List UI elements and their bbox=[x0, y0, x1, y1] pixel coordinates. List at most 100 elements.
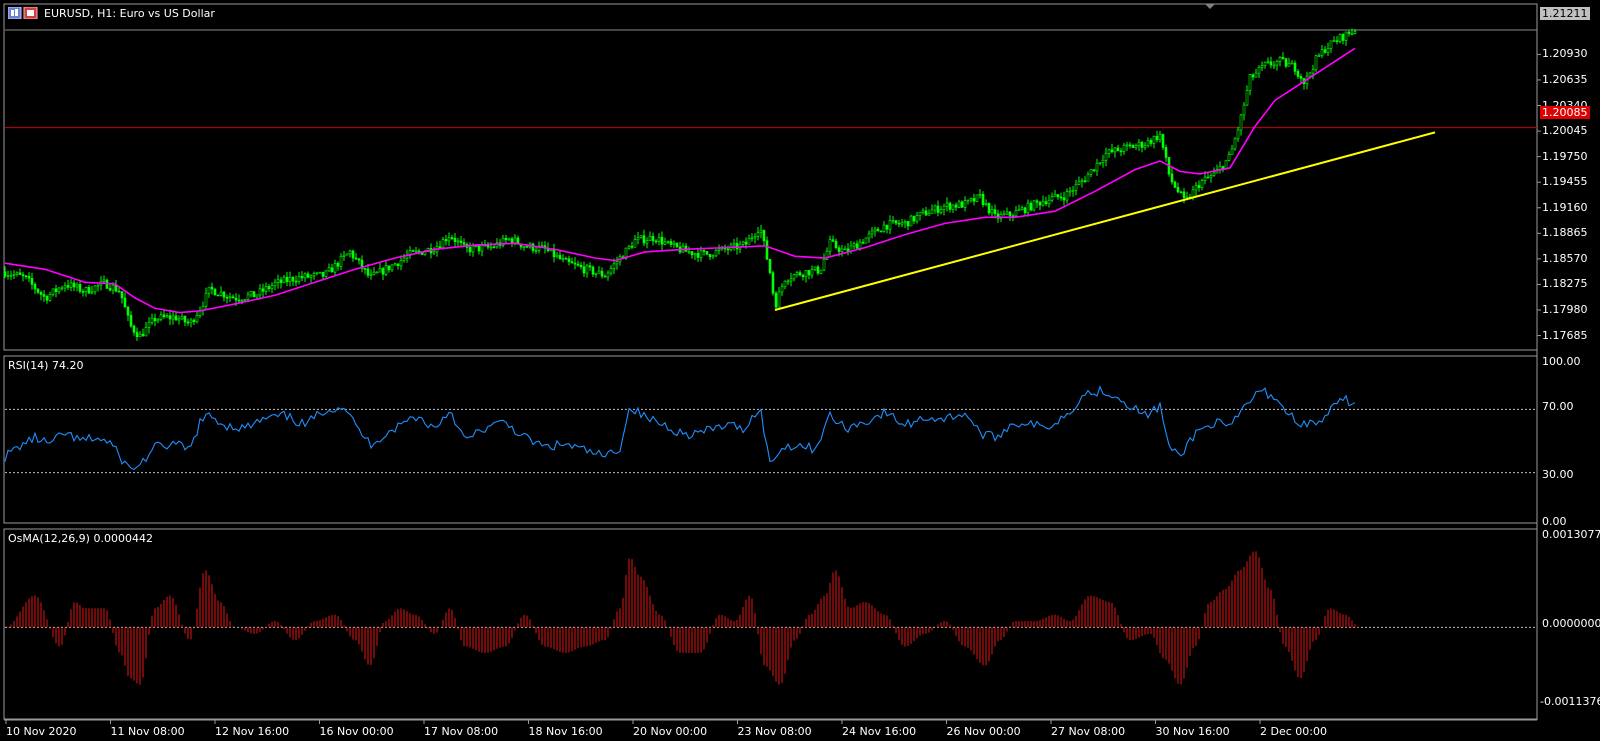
candle-body bbox=[369, 273, 373, 276]
candle-body bbox=[879, 230, 883, 233]
candle-body bbox=[1224, 160, 1228, 170]
candle-body bbox=[1287, 62, 1291, 67]
candle-body bbox=[1047, 199, 1051, 205]
candle-body bbox=[312, 273, 316, 277]
candle-body bbox=[780, 286, 784, 293]
candle-body bbox=[264, 286, 268, 292]
candle-body bbox=[342, 254, 346, 257]
candle-body bbox=[996, 213, 1000, 219]
candle-body bbox=[414, 250, 418, 253]
candle-body bbox=[1257, 67, 1261, 74]
candle-body bbox=[243, 299, 247, 301]
candle-body bbox=[1203, 176, 1207, 181]
candle-body bbox=[273, 282, 277, 287]
candle-body bbox=[873, 228, 877, 232]
candle-body bbox=[9, 274, 13, 277]
candle-body bbox=[747, 237, 751, 245]
hline-price-label: 1.20085 bbox=[1540, 106, 1590, 119]
candle-body bbox=[393, 263, 397, 266]
candle-body bbox=[234, 297, 238, 301]
candle-body bbox=[660, 236, 664, 245]
time-axis-label: 20 Nov 00:00 bbox=[633, 725, 708, 738]
candle-body bbox=[1086, 174, 1090, 182]
candle-body bbox=[774, 292, 778, 308]
candle-body bbox=[951, 204, 955, 210]
candle-body bbox=[906, 221, 910, 227]
time-axis-label: 12 Nov 16:00 bbox=[215, 725, 290, 738]
candle-body bbox=[522, 246, 526, 248]
candle-body bbox=[108, 288, 112, 291]
time-axis-label: 26 Nov 00:00 bbox=[946, 725, 1021, 738]
candle-body bbox=[1005, 211, 1009, 215]
candle-body bbox=[1206, 176, 1210, 179]
candle-body bbox=[207, 286, 211, 294]
candle-body bbox=[1122, 144, 1126, 152]
candle-body bbox=[744, 241, 748, 245]
candle-body bbox=[1008, 211, 1012, 217]
candle-body bbox=[960, 201, 964, 208]
candle-body bbox=[36, 288, 40, 293]
candle-body bbox=[297, 276, 301, 282]
candle-body bbox=[144, 327, 148, 337]
candle-body bbox=[930, 209, 934, 214]
candle-body bbox=[822, 259, 826, 271]
candle-body bbox=[270, 285, 274, 290]
candle-body bbox=[1077, 181, 1081, 185]
candle-body bbox=[1293, 62, 1297, 72]
candle-body bbox=[3, 271, 7, 277]
candle-body bbox=[1029, 202, 1033, 211]
candle-body bbox=[75, 284, 79, 288]
candle-body bbox=[909, 215, 913, 227]
candle-body bbox=[1002, 213, 1006, 216]
candle-body bbox=[63, 285, 67, 289]
candle-body bbox=[492, 246, 496, 249]
candle-body bbox=[507, 238, 511, 241]
shift-marker-icon[interactable] bbox=[1205, 4, 1215, 9]
candle-body bbox=[606, 272, 610, 278]
candle-body bbox=[441, 239, 445, 248]
candle-body bbox=[285, 276, 289, 283]
candle-body bbox=[1185, 196, 1189, 199]
candle-body bbox=[69, 282, 73, 288]
candle-body bbox=[771, 272, 775, 294]
candle-body bbox=[282, 276, 286, 284]
candle-body bbox=[252, 291, 256, 298]
candle-body bbox=[1080, 180, 1084, 183]
candle-body bbox=[1041, 201, 1045, 206]
candle-body bbox=[717, 248, 721, 251]
candle-body bbox=[936, 205, 940, 213]
candle-body bbox=[468, 247, 472, 253]
candle-body bbox=[855, 243, 859, 249]
candle-body bbox=[279, 279, 283, 284]
candle-body bbox=[807, 270, 811, 276]
candle-body bbox=[1092, 169, 1096, 172]
candle-body bbox=[168, 315, 172, 320]
candle-body bbox=[219, 291, 223, 296]
candle-body bbox=[735, 243, 739, 250]
candle-body bbox=[192, 319, 196, 323]
candle-body bbox=[1344, 31, 1348, 41]
candle-body bbox=[210, 286, 214, 290]
candle-body bbox=[759, 229, 763, 234]
candle-body bbox=[306, 273, 310, 278]
candle-body bbox=[345, 253, 349, 256]
trend-line[interactable] bbox=[774, 131, 1436, 311]
candle-body bbox=[102, 279, 106, 282]
candle-body bbox=[1233, 138, 1237, 150]
candle-body bbox=[1272, 64, 1276, 67]
candle-body bbox=[231, 296, 235, 299]
candle-body bbox=[564, 258, 568, 260]
candle-body bbox=[1134, 145, 1138, 148]
candle-body bbox=[1062, 197, 1066, 201]
moving-average-line bbox=[4, 47, 1356, 314]
candle-body bbox=[957, 201, 961, 208]
candle-body bbox=[609, 268, 613, 274]
time-axis-label: 27 Nov 08:00 bbox=[1051, 725, 1126, 738]
candle-body bbox=[897, 222, 901, 225]
candle-body bbox=[504, 237, 508, 241]
candle-body bbox=[642, 235, 646, 244]
candle-body bbox=[903, 221, 907, 224]
candle-body bbox=[1125, 144, 1129, 147]
